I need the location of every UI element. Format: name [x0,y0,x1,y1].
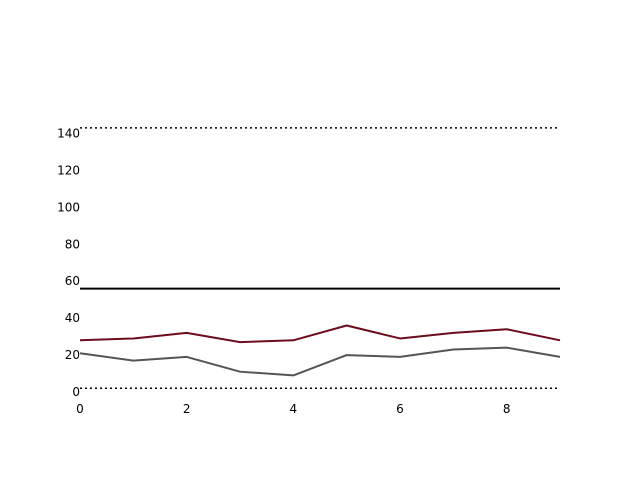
x-tick-label: 6 [396,402,404,416]
y-tick-label: 20 [65,348,80,362]
x-tick-label: 0 [76,402,84,416]
y-tick-label: 120 [57,163,80,177]
y-tick-label: 100 [57,200,80,214]
series-line-0 [79,324,561,344]
x-tick-label: 4 [290,402,298,416]
x-tick-label: 8 [503,402,511,416]
y-tick-label: 80 [65,237,80,251]
y-axis-tick-labels: 0 20 40 60 80 100 120 140 [57,126,80,399]
y-tick-label: 0 [72,385,80,399]
y-tick-label: 60 [65,274,80,288]
x-axis-tick-labels: 0 2 4 6 8 [76,402,510,416]
series-lines [79,324,561,377]
y-tick-label: 40 [65,311,80,325]
y-tick-label: 140 [57,126,80,140]
series-line-1 [79,346,561,377]
x-tick-label: 2 [183,402,191,416]
reference-lines [80,127,560,390]
